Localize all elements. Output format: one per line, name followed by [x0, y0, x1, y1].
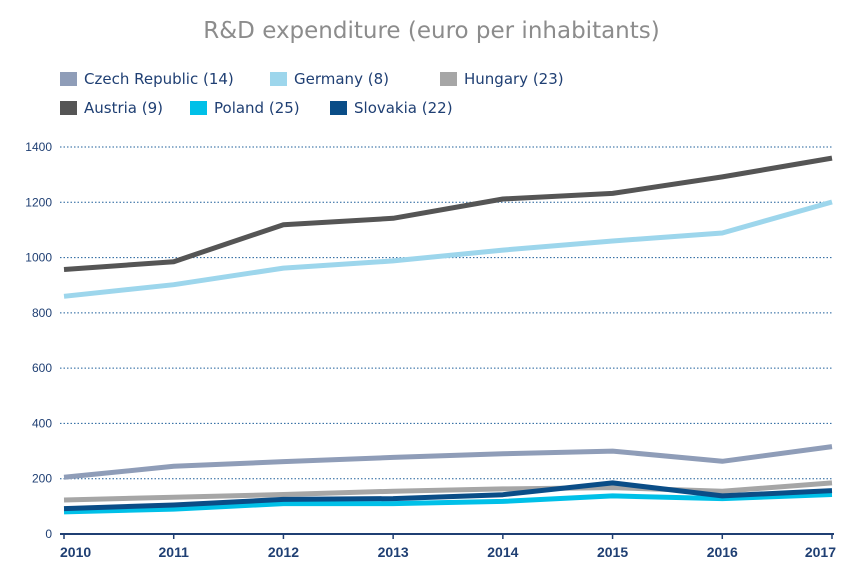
x-tick-label: 2015	[597, 544, 628, 560]
x-tick-label: 2017	[805, 544, 836, 560]
y-tick-label: 1200	[25, 195, 52, 209]
legend-item-germany: Germany (8)	[270, 70, 389, 88]
x-tick-label: 2012	[268, 544, 299, 560]
x-tick-label: 2013	[378, 544, 409, 560]
legend-label: Hungary (23)	[464, 70, 564, 88]
x-tick-label: 2010	[60, 544, 91, 560]
legend-item-poland: Poland (25)	[190, 99, 300, 117]
legend-label: Poland (25)	[214, 99, 300, 117]
legend-item-czech-republic: Czech Republic (14)	[60, 70, 234, 88]
series-line-germany	[63, 199, 833, 299]
legend-label: Germany (8)	[294, 70, 389, 88]
legend-item-slovakia: Slovakia (22)	[330, 99, 453, 117]
legend-swatch	[60, 101, 77, 115]
legend-swatch	[330, 101, 347, 115]
series-line-austria	[63, 155, 833, 272]
legend-item-hungary: Hungary (23)	[440, 70, 564, 88]
y-tick-label: 200	[32, 472, 52, 486]
series-line-slovakia	[63, 480, 833, 512]
legend-swatch	[190, 101, 207, 115]
legend-swatch	[440, 72, 457, 86]
series-line-poland	[63, 492, 833, 515]
x-tick-label: 2016	[707, 544, 738, 560]
series-line-czech-republic	[63, 444, 833, 480]
legend-label: Czech Republic (14)	[84, 70, 234, 88]
legend-item-austria: Austria (9)	[60, 99, 163, 117]
x-tick-label: 2014	[487, 544, 518, 560]
y-tick-label: 0	[45, 527, 52, 541]
y-tick-label: 800	[32, 306, 52, 320]
legend-label: Slovakia (22)	[354, 99, 453, 117]
chart-title: R&D expenditure (euro per inhabitants)	[203, 18, 660, 44]
y-tick-label: 1000	[25, 251, 52, 265]
legend-swatch	[60, 72, 77, 86]
y-tick-label: 600	[32, 361, 52, 375]
y-tick-label: 1400	[25, 140, 52, 154]
series-line-hungary	[63, 480, 833, 503]
x-tick-label: 2011	[159, 544, 190, 560]
legend-label: Austria (9)	[84, 99, 164, 117]
y-tick-label: 400	[32, 416, 52, 430]
legend-swatch	[270, 72, 287, 86]
